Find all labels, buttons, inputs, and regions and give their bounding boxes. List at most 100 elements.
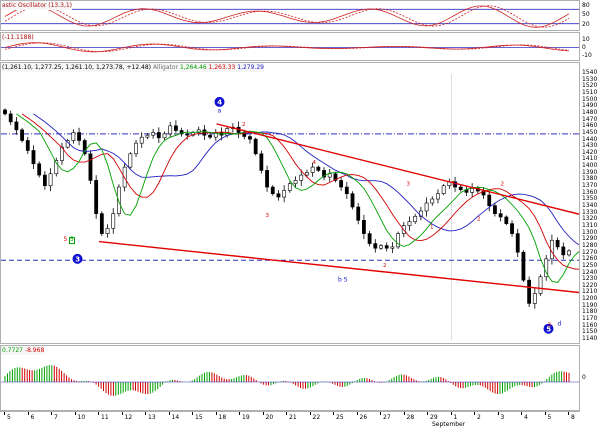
candle-body <box>37 163 42 176</box>
alligator-name: Alligator <box>152 64 179 71</box>
candle-body <box>441 185 446 195</box>
candle-body <box>168 125 173 135</box>
price-tick: 1390 <box>582 168 598 176</box>
candle-body <box>379 245 383 249</box>
price-tick: 1520 <box>582 82 598 90</box>
candle-body <box>339 180 344 188</box>
price-tick: 1400 <box>582 162 598 170</box>
candle-body <box>333 173 338 181</box>
x-tick-label: 22 <box>312 414 321 421</box>
price-tick: 1450 <box>582 128 598 136</box>
candle-body <box>145 134 150 138</box>
candle-body <box>561 246 566 256</box>
mom-tick: 10 <box>582 36 590 43</box>
x-tick-label: 21 <box>289 414 297 421</box>
candle-body <box>373 243 378 249</box>
wave-5-marker <box>543 323 554 334</box>
candle-body <box>71 132 76 141</box>
x-tick-mark <box>262 412 264 415</box>
price-tick: 1490 <box>582 102 598 110</box>
candle-body <box>105 227 110 234</box>
ao-value-b: -8.968 <box>24 347 45 354</box>
candle-body <box>305 172 309 176</box>
price-tick: 1440 <box>582 135 598 143</box>
price-tick: 1530 <box>582 75 598 83</box>
candle-body <box>350 193 355 208</box>
candle-body <box>287 183 292 191</box>
wave-label-r3b: 3 <box>407 182 411 188</box>
price-tick: 1270 <box>582 248 598 256</box>
candle-body <box>430 198 435 204</box>
candle-body <box>527 279 532 304</box>
stochastic-title: astic Oscillator (13.3,1) <box>1 1 73 10</box>
stoch-tick: 50 <box>582 11 590 18</box>
x-tick-label: 28 <box>406 414 415 421</box>
price-tick: 1430 <box>582 142 598 150</box>
green-box <box>69 237 75 245</box>
price-tick: 1460 <box>582 122 598 130</box>
price-tick: 1380 <box>582 175 598 183</box>
price-tick: 1300 <box>582 228 598 236</box>
x-tick-mark <box>4 412 5 415</box>
momentum-scale: 10 0 -10 <box>580 32 600 61</box>
candle-body <box>538 276 543 294</box>
price-tick: 1260 <box>582 255 598 263</box>
x-tick-label: 12 <box>124 414 133 421</box>
price-tick: 1340 <box>582 202 598 209</box>
stoch-tick: 20 <box>582 21 590 28</box>
price-tick: 1480 <box>582 108 598 116</box>
candle-body <box>270 186 275 195</box>
x-tick-mark <box>450 412 452 415</box>
candle-body <box>327 173 332 178</box>
x-tick-mark <box>568 412 569 415</box>
candle-body <box>117 186 121 214</box>
stoch-k-line <box>4 5 570 28</box>
x-tick-label: 29 <box>430 414 438 421</box>
x-tick-mark <box>145 412 146 415</box>
x-tick-mark <box>239 412 240 415</box>
candle-body <box>356 206 361 221</box>
momentum-panel: (-11.1188) <box>0 32 580 61</box>
wave-label-r3: 3 <box>266 213 270 219</box>
x-axis: 5 6 7 10 11 12 13 14 15 18 19 20 21 22 25 26 27 28 29 1 2 3 4 5… <box>0 411 580 430</box>
momentum-plot <box>1 42 579 53</box>
candle-body <box>225 128 230 136</box>
candle-body <box>174 125 178 131</box>
candle-body <box>265 170 269 188</box>
stochastic-scale: 80 50 20 <box>580 0 600 31</box>
x-tick-mark <box>356 412 358 415</box>
price-tick: 1210 <box>582 288 598 296</box>
x-tick-label: 27 <box>383 414 391 421</box>
trend-line <box>98 240 579 294</box>
price-tick: 1360 <box>582 188 598 196</box>
candle-body <box>20 129 24 141</box>
trend-line <box>216 123 579 215</box>
price-tick: 1330 <box>582 208 598 216</box>
candle-body <box>208 134 212 138</box>
candle-body <box>162 133 167 139</box>
x-tick-label: 5 <box>547 414 552 421</box>
alligator-jaw-line <box>33 113 579 246</box>
wave-3-marker-label: 3 <box>75 255 80 263</box>
x-tick-label: 15 <box>195 414 203 421</box>
label-5-green: 5 <box>70 236 74 243</box>
candle-body <box>88 153 93 181</box>
x-tick-mark <box>427 412 428 415</box>
candle-body <box>54 160 59 175</box>
price-tick: 1170 <box>582 315 598 323</box>
x-tick-mark <box>544 412 546 415</box>
price-tick: 1240 <box>582 268 598 276</box>
wave-label-r5c: 5 <box>452 181 456 187</box>
x-tick-mark <box>215 412 217 415</box>
candle-body <box>179 130 184 135</box>
x-tick-mark <box>474 412 475 415</box>
price-tick: 1510 <box>582 88 598 96</box>
price-tick: 1140 <box>582 335 598 342</box>
ao-title: 0.7727 -8.968 <box>1 346 45 355</box>
x-tick-label: 14 <box>171 414 180 421</box>
candle-body <box>367 233 372 244</box>
x-tick-label: 13 <box>148 414 156 421</box>
candle-body <box>515 233 520 253</box>
